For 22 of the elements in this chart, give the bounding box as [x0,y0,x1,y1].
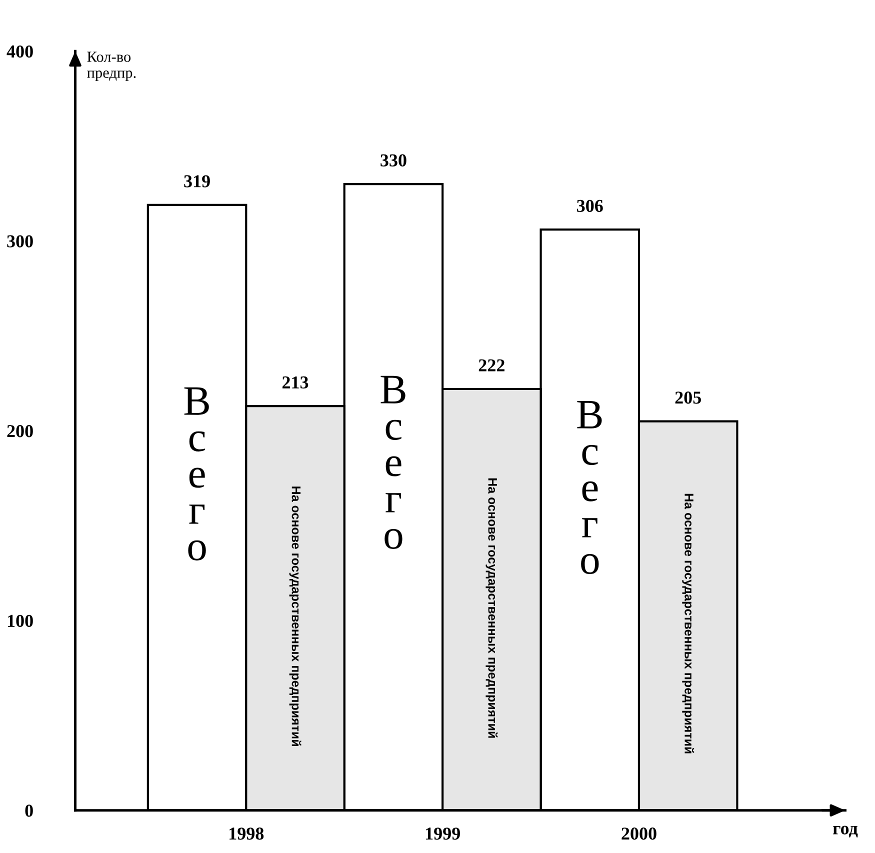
data-label: 205 [675,392,701,404]
x-axis-title: год [833,826,858,838]
text: Всего [380,376,406,549]
text: Всего [577,400,602,574]
x-tick-label: 1999 [426,828,460,840]
text: На основе государственных предприятий [486,478,498,738]
data-label: 306 [577,200,603,212]
data-label: 222 [478,359,504,372]
series-label: Всего [184,387,209,560]
data-label: 330 [380,154,406,166]
y-tick-label: 400 [6,45,33,58]
x-tick-label: 1998 [230,828,264,840]
y-tick-label: 300 [7,235,33,248]
y-tick-label: 100 [8,614,33,627]
series-label: На основе государственных предприятий [289,486,302,746]
data-label: 213 [282,376,308,389]
x-tick-label: 2000 [622,828,656,840]
data-label: 319 [184,175,210,188]
y-tick-label: 200 [7,425,33,438]
text: На основе государственных предприятий [682,494,694,754]
y-tick-label: 0 [25,804,33,817]
y-axis-title: Кол-во предпр. [87,52,136,82]
